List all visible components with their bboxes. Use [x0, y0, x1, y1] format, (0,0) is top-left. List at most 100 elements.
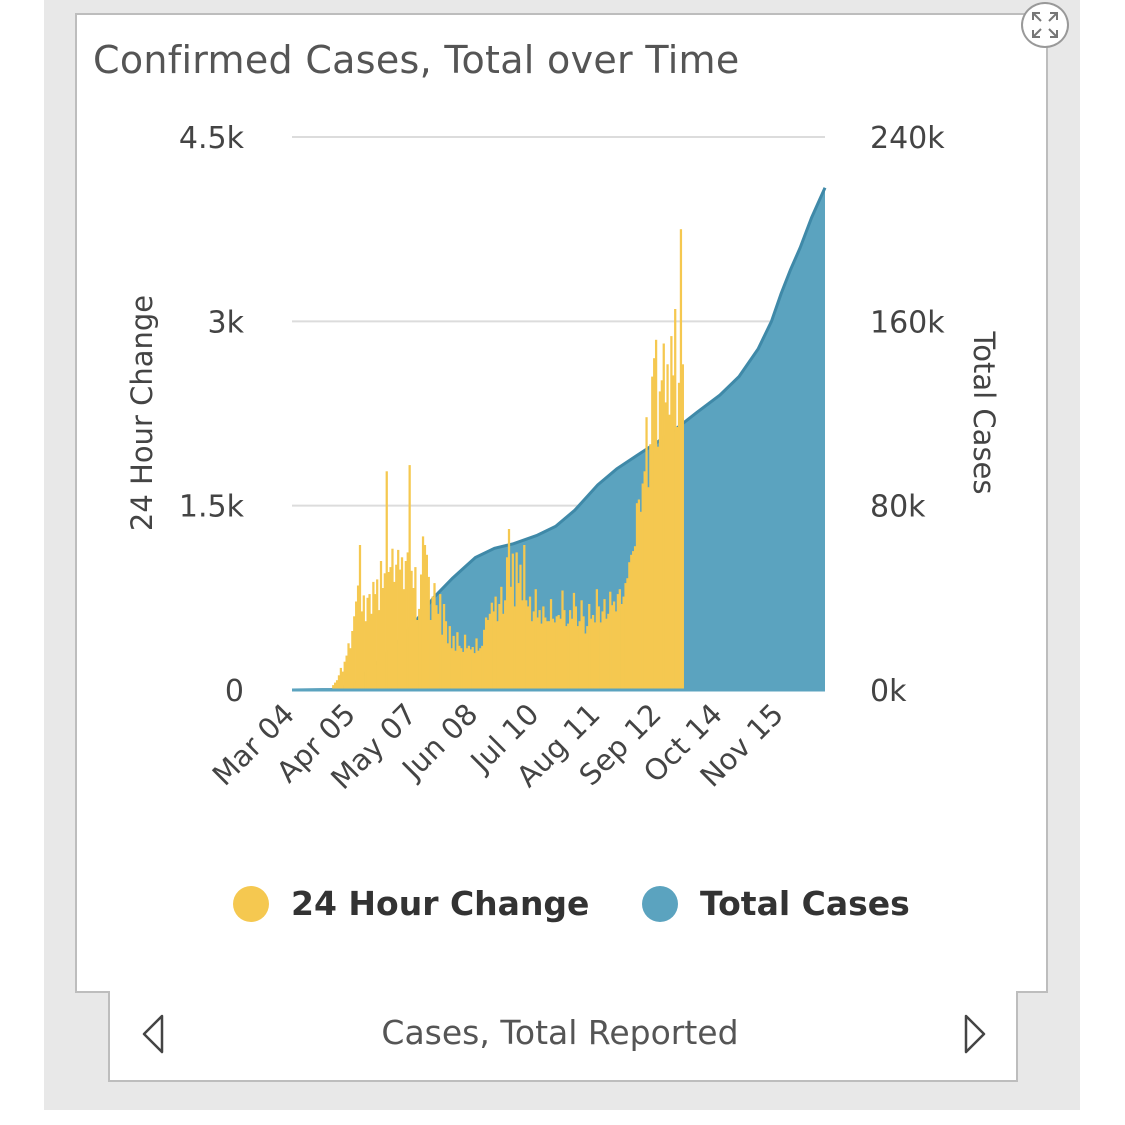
legend-label-24-hour-change: 24 Hour Change: [291, 884, 590, 923]
bar-24-hour-change: [494, 596, 497, 690]
bar-24-hour-change: [555, 616, 558, 690]
bar-24-hour-change: [591, 615, 595, 690]
bar-24-hour-change: [609, 591, 612, 690]
bar-24-hour-change: [343, 661, 346, 690]
bar-24-hour-change: [612, 601, 616, 690]
bar-24-hour-change: [504, 600, 507, 690]
bar-24-hour-change: [525, 600, 528, 690]
expand-button[interactable]: [1021, 2, 1069, 48]
bar-24-hour-change: [398, 569, 402, 690]
bar-24-hour-change: [496, 621, 499, 690]
bar-24-hour-change: [335, 680, 339, 690]
bar-24-hour-change: [595, 589, 599, 690]
bar-24-hour-change: [337, 675, 341, 690]
bar-24-hour-change: [641, 483, 644, 690]
bar-24-hour-change: [458, 645, 461, 690]
bar-24-hour-change: [379, 561, 383, 690]
bar-24-hour-change: [624, 583, 627, 690]
bar-24-hour-change: [490, 602, 493, 690]
bar-24-hour-change: [509, 586, 513, 690]
bar-24-hour-change: [347, 643, 350, 690]
bar-24-hour-change: [679, 229, 683, 690]
bar-24-hour-change: [513, 606, 516, 690]
bar-24-hour-change: [441, 634, 444, 690]
bar-24-hour-change: [668, 414, 671, 690]
legend-item-24-hour-change[interactable]: 24 Hour Change: [233, 884, 589, 923]
bar-24-hour-change: [660, 380, 663, 690]
bar-24-hour-change: [429, 620, 432, 690]
bar-24-hour-change: [383, 573, 386, 690]
bar-24-hour-change: [603, 599, 606, 690]
bar-24-hour-change: [427, 576, 430, 690]
bar-24-hour-change: [435, 605, 438, 690]
bar-24-hour-change: [530, 621, 534, 690]
bar-24-hour-change: [444, 621, 448, 690]
bar-24-hour-change: [639, 511, 642, 690]
bar-24-hour-change: [637, 499, 641, 690]
bar-24-hour-change: [448, 626, 451, 690]
bar-24-hour-change: [368, 594, 371, 690]
bar-24-hour-change: [672, 375, 675, 690]
bar-24-hour-change: [467, 645, 471, 690]
bar-24-hour-change: [452, 635, 455, 690]
bar-24-hour-change: [565, 626, 568, 690]
bar-24-hour-change: [666, 364, 669, 690]
bar-24-hour-change: [400, 557, 404, 690]
y-left-tick-label: 1.5k: [179, 490, 245, 525]
bar-24-hour-change: [416, 620, 419, 690]
bar-24-hour-change: [439, 594, 442, 690]
bar-24-hour-change: [681, 364, 684, 690]
bar-24-hour-change: [651, 376, 654, 690]
bar-24-hour-change: [450, 648, 453, 690]
bar-24-hour-change: [471, 647, 474, 690]
bar-24-hour-change: [381, 588, 385, 690]
bar-24-hour-change: [569, 610, 572, 690]
bar-24-hour-change: [578, 621, 581, 690]
bar-24-hour-change: [633, 546, 637, 690]
bar-24-hour-change: [626, 578, 629, 690]
bar-24-hour-change: [332, 685, 335, 690]
bar-24-hour-change: [523, 545, 526, 690]
prev-button[interactable]: [140, 1010, 180, 1058]
bar-24-hour-change: [536, 617, 539, 690]
bar-24-hour-change: [364, 621, 367, 690]
bar-24-hour-change: [387, 572, 390, 690]
bar-24-hour-change: [677, 382, 681, 690]
bar-24-hour-change: [662, 343, 665, 690]
bar-24-hour-change: [498, 604, 501, 690]
bar-24-hour-change: [557, 615, 560, 690]
legend-item-total-cases[interactable]: Total Cases: [642, 884, 910, 923]
y-left-tick-label: 4.5k: [179, 121, 245, 156]
bar-24-hour-change: [635, 503, 639, 690]
bar-24-hour-change: [584, 633, 587, 690]
bar-24-hour-change: [358, 545, 362, 690]
bar-24-hour-change: [502, 613, 505, 690]
bar-24-hour-change: [607, 613, 610, 690]
bar-24-hour-change: [601, 611, 604, 690]
y-right-tick-label: 80k: [870, 490, 926, 525]
chart-legend: 24 Hour Change Total Cases: [0, 878, 1125, 928]
bar-24-hour-change: [412, 588, 415, 690]
y-left-tick-label: 0: [225, 674, 244, 709]
bar-24-hour-change: [653, 358, 656, 690]
bar-24-hour-change: [469, 649, 472, 690]
bar-24-hour-change: [406, 552, 409, 690]
y-right-axis-label: Total Cases: [967, 330, 1001, 494]
bar-24-hour-change: [341, 671, 344, 690]
bar-24-hour-change: [632, 551, 635, 690]
total-cases-area: [292, 187, 825, 690]
bar-24-hour-change: [404, 561, 407, 690]
bar-24-hour-change: [414, 567, 417, 690]
bar-24-hour-change: [521, 600, 524, 690]
bar-24-hour-change: [372, 581, 375, 690]
y-right-tick-label: 240k: [870, 121, 945, 156]
bar-24-hour-change: [605, 618, 608, 690]
bar-24-hour-change: [549, 599, 553, 690]
bar-24-hour-change: [488, 613, 492, 690]
bar-24-hour-change: [664, 402, 667, 690]
bar-24-hour-change: [618, 589, 621, 690]
bar-24-hour-change: [559, 618, 562, 690]
next-button[interactable]: [958, 1010, 998, 1058]
bar-24-hour-change: [349, 648, 352, 690]
